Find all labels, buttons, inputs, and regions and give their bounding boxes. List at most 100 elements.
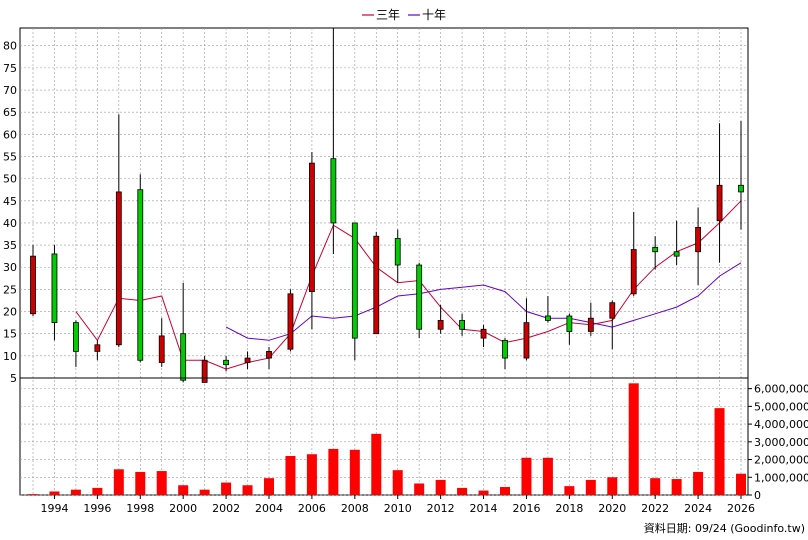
volume-bar [714,408,725,495]
volume-bar [199,489,210,495]
x-tick-label: 2020 [598,502,626,515]
volume-bar [521,457,532,495]
x-tick-label: 2002 [212,502,240,515]
volume-panel: 0 1,000,000 2,000,000 3,000,000 4,000,000 5,0… [19,377,808,502]
candle [158,318,165,367]
volume-tick-label: 4,000,000 [754,418,808,431]
data-date-footer: 資料日期: 09/24 (Goodinfo.tw) [644,521,805,535]
candle [244,351,251,370]
candle-body [480,328,487,339]
candle-body [523,322,530,359]
x-tick-label: 2004 [255,502,283,515]
candle [459,313,465,336]
candle-body [244,357,251,363]
volume-tick-label: 2,000,000 [754,454,808,467]
candle-body [309,162,315,293]
candle [587,302,594,336]
candle [394,229,401,283]
volume-bar [500,487,510,495]
legend-three-year-label: 三年 [376,8,400,22]
x-tick-label: 1996 [83,502,111,515]
price-tick-label: 70 [3,84,17,97]
price-tick-label: 65 [3,106,17,119]
price-tick-label: 25 [3,283,17,296]
x-tick-label: 2000 [169,502,197,515]
price-tick-label: 20 [3,306,17,319]
price-tick-label: 45 [3,195,17,208]
candle-body [545,315,551,321]
candle [94,340,101,361]
candle [502,338,508,370]
candle-body [115,191,122,346]
candle-body [94,344,101,352]
candle [652,236,659,270]
candle [523,298,530,361]
candle [566,313,573,345]
candle-body [351,222,358,339]
volume-tick-label: 6,000,000 [754,383,808,396]
candle-body [673,251,680,257]
candle-body [51,253,58,324]
volume-bar [736,473,746,495]
x-tick-label: 2006 [298,502,326,515]
volume-bar [392,470,403,495]
candle-body [566,315,573,332]
volume-bar [564,486,575,495]
candle-body [695,226,701,253]
candle [51,245,58,341]
volume-bar [349,449,360,495]
candle-body [609,302,616,319]
candle-body [587,317,594,332]
candle [673,220,680,266]
candle [545,296,551,323]
candle-body [73,322,79,352]
x-tick-label: 2016 [512,502,540,515]
volume-bar [650,478,661,495]
candle [480,324,487,347]
x-tick-label: 2012 [427,502,455,515]
volume-bar [585,479,596,495]
volume-bar [414,483,425,495]
volume-bar [671,479,682,495]
candle-body [201,359,208,383]
candle [351,222,358,361]
price-tick-label: 55 [3,150,17,163]
candle-body [330,158,337,224]
volume-tick-label: 3,000,000 [754,436,808,449]
candle-body [652,246,659,253]
candle-body [373,235,380,335]
x-tick-label: 1994 [40,502,68,515]
candle [73,320,79,367]
candle-body [738,184,744,193]
x-tick-label: 2014 [470,502,498,515]
volume-bar [693,471,704,495]
candle-body [158,335,165,363]
candle-body [287,293,294,350]
candle [180,282,187,383]
price-tick-label: 35 [3,239,17,252]
volume-bar [28,494,38,495]
candle-body [394,238,401,266]
volume-bar [70,489,81,495]
candle-body [502,339,508,359]
price-tick-label: 50 [3,173,17,186]
price-tick-label: 10 [3,350,17,363]
x-tick-label: 2018 [555,502,583,515]
price-tick-label: 60 [3,128,17,141]
candle [309,152,315,330]
price-tick-label: 15 [3,328,17,341]
volume-bar [306,454,317,495]
price-tick-label: 40 [3,217,17,230]
candle-body [137,189,144,361]
volume-bar [178,485,189,495]
x-tick-label: 2026 [727,502,755,515]
candle [30,245,36,316]
volume-bar [242,485,253,495]
price-tick-label: 30 [3,261,17,274]
candle-body [180,333,187,381]
volume-bar [156,471,167,495]
candle-body [416,264,423,330]
candle [115,114,122,347]
candle [609,300,616,350]
volume-bar [113,469,124,495]
